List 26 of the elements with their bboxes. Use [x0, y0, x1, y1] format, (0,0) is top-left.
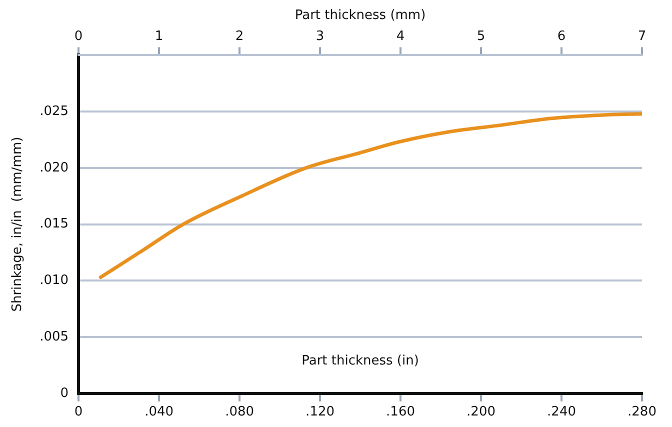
y-tick-label: .010 [40, 273, 69, 288]
y-tick-label: .020 [40, 160, 69, 176]
y-tick-label: .015 [40, 216, 69, 232]
line-series [98, 112, 642, 280]
y-tick-label: .025 [40, 104, 69, 119]
x2-tick-label: 5 [476, 28, 486, 44]
x-tick-label: .160 [386, 404, 415, 420]
x2-tick-label: 7 [638, 28, 646, 44]
x2-axis-title: Part thickness (mm) [294, 8, 426, 24]
x2-tick-label: 4 [396, 28, 405, 44]
x2-tick-label: 6 [557, 28, 566, 44]
x2-tick-label: 2 [235, 28, 244, 44]
x2-tick-label: 0 [74, 28, 83, 44]
y-tick-label: 0 [60, 386, 69, 401]
y-tick-label: .005 [40, 329, 69, 344]
x-tick-label: 0 [74, 404, 83, 420]
x-tick-label: .080 [225, 404, 254, 420]
x2-tick-label: 1 [154, 28, 164, 44]
y-axis-title: Shrinkage, in/in (mm/mm) [10, 136, 26, 312]
x-tick-label: .200 [466, 404, 496, 420]
x-tick-label: .240 [547, 404, 576, 420]
x-tick-label: .280 [628, 404, 656, 420]
x-tick-label: .040 [144, 404, 174, 420]
x-axis-title: Part thickness (in) [302, 353, 419, 368]
x-tick-label: .120 [306, 404, 334, 420]
x2-tick-label: 3 [316, 28, 324, 44]
